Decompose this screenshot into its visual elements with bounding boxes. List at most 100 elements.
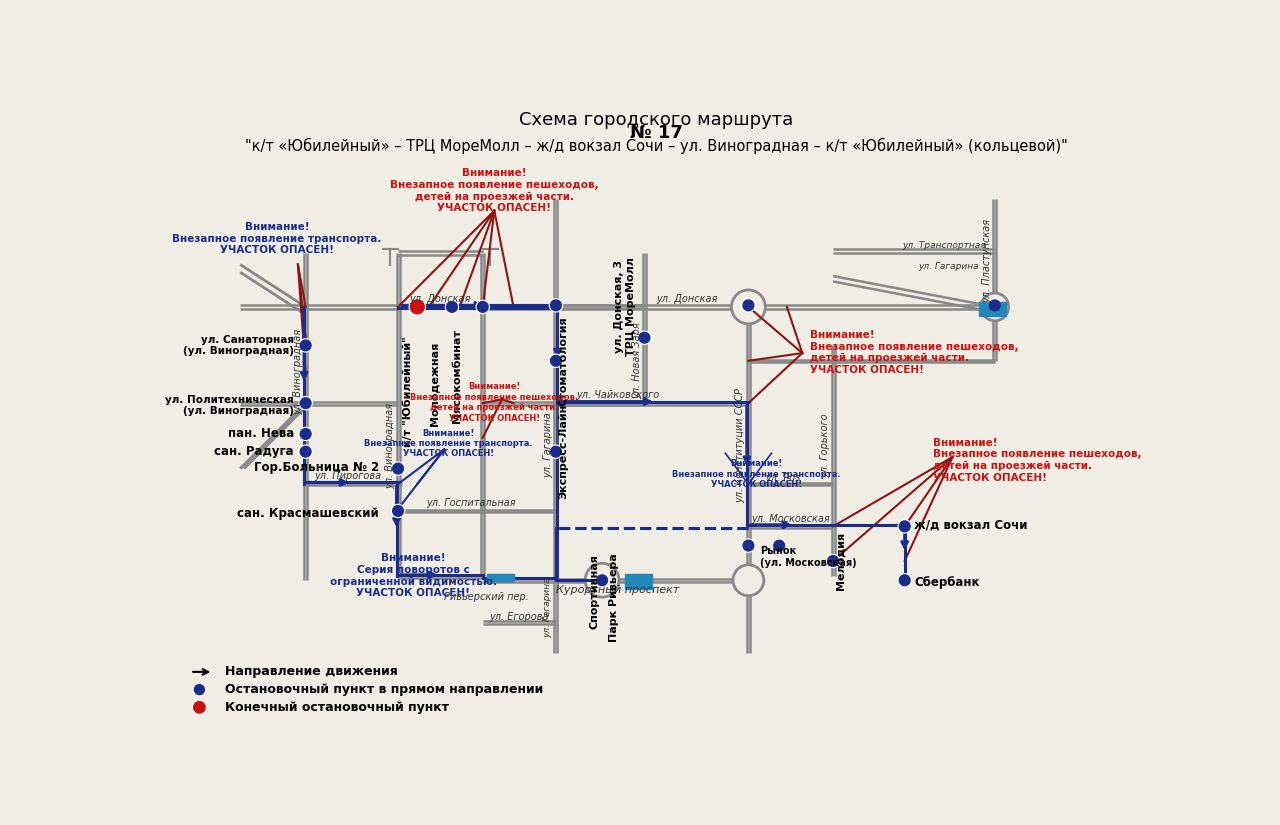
Circle shape	[980, 293, 1009, 321]
Text: ул. Горького: ул. Горького	[820, 413, 831, 478]
Bar	[979, 301, 1006, 309]
Circle shape	[301, 446, 311, 457]
Circle shape	[550, 446, 562, 457]
Circle shape	[731, 290, 765, 324]
Text: ул. Санаторная
(ул. Виноградная): ул. Санаторная (ул. Виноградная)	[183, 335, 294, 356]
Text: ж/д вокзал Сочи: ж/д вокзал Сочи	[914, 518, 1028, 531]
Text: Внимание!
Серия поворотов с
ограниченной видимостью.
УЧАСТОК ОПАСЕН!: Внимание! Серия поворотов с ограниченной…	[330, 554, 497, 598]
Circle shape	[300, 397, 312, 410]
Text: Молодежная: Молодежная	[429, 342, 439, 426]
Circle shape	[477, 301, 488, 313]
Circle shape	[393, 506, 403, 516]
Text: "к/т «Юбилейный» – ТРЦ МореМолл – ж/д вокзал Сочи – ул. Виноградная – к/т «Юбиле: "к/т «Юбилейный» – ТРЦ МореМолл – ж/д во…	[244, 138, 1068, 153]
Text: ул. Виноградная: ул. Виноградная	[293, 329, 303, 416]
Text: Парк Ривьера: Парк Ривьера	[609, 554, 618, 643]
Text: ул. Роз: ул. Роз	[765, 473, 801, 483]
Text: Экспресс-Лайн: Экспресс-Лайн	[558, 404, 568, 499]
Circle shape	[193, 701, 205, 713]
Text: ул. Политехническая
(ул. Виноградная): ул. Политехническая (ул. Виноградная)	[165, 394, 294, 417]
Circle shape	[733, 565, 764, 596]
Circle shape	[300, 339, 312, 352]
Circle shape	[193, 683, 206, 695]
Circle shape	[195, 685, 205, 695]
Text: ул. Конституции СССР: ул. Конституции СССР	[736, 388, 746, 503]
Circle shape	[550, 300, 562, 311]
Circle shape	[301, 340, 311, 351]
Circle shape	[445, 300, 458, 314]
Text: Остановочный пункт в прямом направлении: Остановочный пункт в прямом направлении	[225, 683, 543, 696]
Circle shape	[300, 446, 312, 458]
Text: Курортный проспект: Курортный проспект	[556, 585, 680, 596]
Text: Спортивная: Спортивная	[589, 554, 599, 629]
Circle shape	[585, 563, 620, 597]
Circle shape	[988, 299, 1001, 312]
Text: ул. Московская: ул. Московская	[751, 514, 831, 524]
Circle shape	[447, 301, 457, 313]
Circle shape	[550, 356, 562, 366]
Circle shape	[549, 299, 562, 312]
Text: № 17: № 17	[630, 125, 682, 143]
Text: ул. Гагарина: ул. Гагарина	[544, 577, 553, 638]
Text: Внимание!
Внезапное появление транспорта.
УЧАСТОК ОПАСЕН!: Внимание! Внезапное появление транспорта…	[364, 428, 532, 459]
Bar	[625, 574, 652, 581]
Text: ул. Транспортная: ул. Транспортная	[902, 241, 986, 250]
Circle shape	[392, 504, 404, 517]
Text: ул. Новая Заря: ул. Новая Заря	[632, 323, 641, 399]
Circle shape	[742, 300, 754, 311]
Text: Мясокомбинат: Мясокомбинат	[452, 329, 462, 423]
Circle shape	[300, 427, 312, 441]
Circle shape	[827, 554, 840, 568]
Text: Внимание!
Внезапное появление пешеходов,
детей на проезжей части.
УЧАСТОК ОПАСЕН: Внимание! Внезапное появление пешеходов,…	[410, 382, 579, 422]
Text: Рынок
(ул. Московская): Рынок (ул. Московская)	[760, 546, 856, 568]
Circle shape	[595, 573, 609, 587]
Text: ул. Донская, 3
ТРЦ МореМолл: ул. Донская, 3 ТРЦ МореМолл	[614, 257, 636, 356]
Text: сан. Радуга: сан. Радуга	[215, 446, 294, 458]
Circle shape	[549, 354, 562, 367]
Text: ул. Чайковского: ул. Чайковского	[576, 390, 659, 400]
Circle shape	[549, 446, 562, 458]
Text: к/т "Юбилейный": к/т "Юбилейный"	[403, 337, 413, 447]
Text: ул. Донская: ул. Донская	[657, 295, 718, 304]
Circle shape	[301, 428, 311, 440]
Circle shape	[639, 332, 650, 343]
Circle shape	[192, 700, 206, 714]
Circle shape	[774, 540, 785, 551]
Circle shape	[393, 463, 403, 474]
Circle shape	[596, 575, 608, 586]
Circle shape	[989, 300, 1000, 311]
Circle shape	[742, 540, 754, 551]
Circle shape	[410, 299, 425, 315]
Text: ул. Пластунская: ул. Пластунская	[982, 219, 992, 303]
Circle shape	[411, 300, 424, 314]
Text: Внимание!
Внезапное появление пешеходов,
детей на проезжей части.
УЧАСТОК ОПАСЕН: Внимание! Внезапное появление пешеходов,…	[810, 330, 1019, 375]
Text: Ривьерский пер.: Ривьерский пер.	[444, 592, 529, 601]
Text: Мелодия: Мелодия	[836, 532, 846, 590]
Text: ул. Госпитальная: ул. Госпитальная	[426, 498, 516, 508]
Circle shape	[828, 555, 838, 567]
Circle shape	[899, 573, 911, 587]
Text: ул. Гагарина: ул. Гагарина	[918, 262, 978, 271]
Circle shape	[899, 520, 911, 533]
Text: ул. Егорова: ул. Егорова	[489, 612, 549, 622]
Text: Внимание!
Внезапное появление пешеходов,
детей на проезжей части.
УЧАСТОК ОПАСЕН: Внимание! Внезапное появление пешеходов,…	[933, 438, 1142, 483]
Bar	[979, 309, 1006, 316]
Text: Внимание!
Внезапное появление пешеходов,
детей на проезжей части.
УЧАСТОК ОПАСЕН: Внимание! Внезапное появление пешеходов,…	[390, 168, 599, 213]
Bar	[486, 574, 513, 581]
Circle shape	[773, 539, 786, 552]
Text: Стоматология: Стоматология	[558, 316, 568, 406]
Text: пан. Нева: пан. Нева	[228, 427, 294, 441]
Text: Гор.Больница № 2: Гор.Больница № 2	[253, 460, 379, 474]
Text: Внимание!
Внезапное появление транспорта.
УЧАСТОК ОПАСЕН!: Внимание! Внезапное появление транспорта…	[173, 222, 381, 256]
Circle shape	[742, 299, 755, 312]
Text: ул. Виноградная: ул. Виноградная	[385, 403, 396, 488]
Text: Внимание!
Внезапное появление транспорта.
УЧАСТОК ОПАСЕН!: Внимание! Внезапное появление транспорта…	[672, 460, 841, 489]
Text: Направление движения: Направление движения	[225, 666, 398, 678]
Circle shape	[637, 331, 652, 344]
Text: ул. Донская: ул. Донская	[410, 295, 471, 304]
Text: Сбербанк: Сбербанк	[914, 576, 979, 589]
Text: ул. Пирогова: ул. Пирогова	[315, 471, 381, 481]
Circle shape	[392, 462, 404, 475]
Circle shape	[900, 575, 910, 586]
Circle shape	[742, 539, 755, 552]
Text: Схема городского маршрута: Схема городского маршрута	[518, 111, 794, 129]
